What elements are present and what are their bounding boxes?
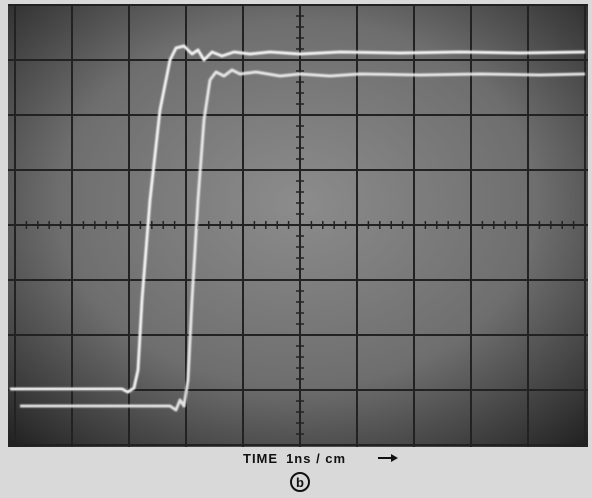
axis-label: TIME <box>243 451 278 466</box>
unit-label: 1ns / cm <box>286 451 346 466</box>
trace-1 <box>10 44 586 394</box>
panel-circle <box>290 472 310 492</box>
traces <box>10 44 586 412</box>
center-ticks <box>14 4 586 446</box>
arrow <box>378 454 398 462</box>
trace-2 <box>20 68 586 412</box>
panel-label: b <box>296 475 304 490</box>
